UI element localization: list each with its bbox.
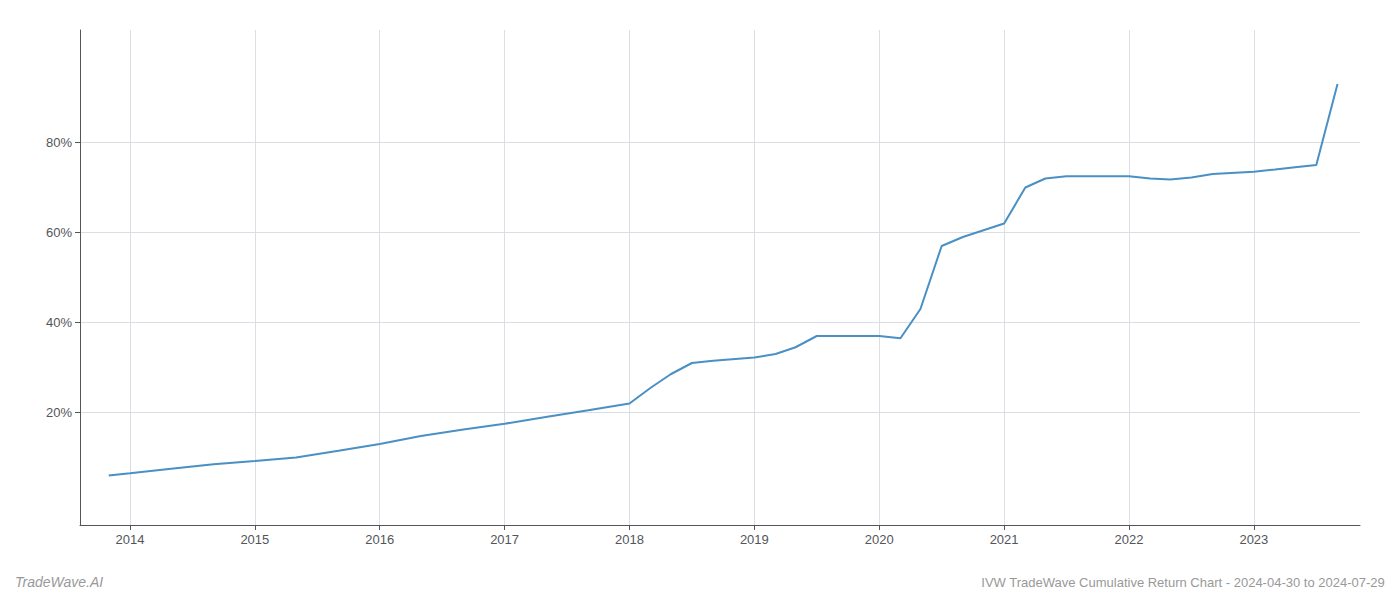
svg-text:2023: 2023	[1239, 532, 1268, 547]
svg-text:2020: 2020	[865, 532, 894, 547]
svg-text:2022: 2022	[1115, 532, 1144, 547]
svg-text:2018: 2018	[615, 532, 644, 547]
svg-text:20%: 20%	[46, 405, 72, 420]
svg-text:2014: 2014	[115, 532, 144, 547]
svg-text:2021: 2021	[990, 532, 1019, 547]
svg-text:2019: 2019	[740, 532, 769, 547]
svg-text:60%: 60%	[46, 225, 72, 240]
svg-text:2017: 2017	[490, 532, 519, 547]
svg-text:80%: 80%	[46, 135, 72, 150]
svg-text:TradeWave.AI: TradeWave.AI	[15, 574, 103, 590]
svg-text:IVW TradeWave Cumulative Retur: IVW TradeWave Cumulative Return Chart - …	[981, 575, 1384, 590]
svg-text:2016: 2016	[365, 532, 394, 547]
svg-text:40%: 40%	[46, 315, 72, 330]
svg-text:2015: 2015	[240, 532, 269, 547]
